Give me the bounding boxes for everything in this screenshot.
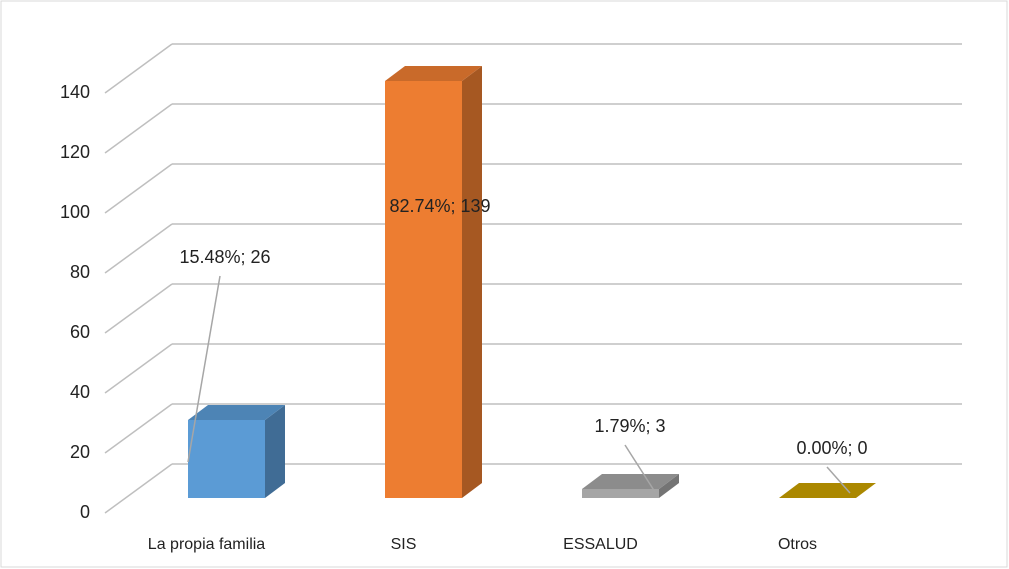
data-label: 82.74%; 139 bbox=[389, 196, 490, 216]
y-tick-label: 80 bbox=[70, 262, 90, 282]
grid-line bbox=[104, 283, 173, 334]
bar-top bbox=[582, 474, 679, 489]
y-tick-label: 20 bbox=[70, 442, 90, 462]
bar-top bbox=[188, 405, 285, 420]
y-tick-label: 120 bbox=[60, 142, 90, 162]
x-tick-label: La propia familia bbox=[148, 536, 266, 553]
grid-line bbox=[104, 163, 173, 214]
data-label: 0.00%; 0 bbox=[796, 438, 867, 458]
leader-line bbox=[187, 275, 221, 463]
grid-line bbox=[104, 403, 173, 454]
grid-line bbox=[104, 43, 173, 94]
bar bbox=[188, 420, 265, 498]
data-label: 1.79%; 3 bbox=[594, 416, 665, 436]
x-tick-label: Otros bbox=[778, 536, 817, 553]
y-tick-label: 0 bbox=[80, 502, 90, 522]
x-tick-label: ESSALUD bbox=[563, 536, 638, 553]
bar-side bbox=[462, 66, 482, 498]
grid-line bbox=[104, 343, 173, 394]
bar bbox=[385, 81, 462, 498]
x-tick-label: SIS bbox=[391, 536, 417, 553]
grid-line bbox=[104, 103, 173, 154]
y-tick-label: 60 bbox=[70, 322, 90, 342]
y-tick-label: 140 bbox=[60, 82, 90, 102]
data-label: 15.48%; 26 bbox=[179, 247, 270, 267]
bar-side bbox=[659, 474, 679, 498]
y-tick-label: 100 bbox=[60, 202, 90, 222]
leader-line bbox=[826, 466, 851, 494]
y-tick-label: 40 bbox=[70, 382, 90, 402]
bar-top bbox=[385, 66, 482, 81]
bar bbox=[582, 489, 659, 498]
leader-line bbox=[624, 444, 656, 493]
bar-top bbox=[779, 483, 876, 498]
grid-line bbox=[104, 223, 173, 274]
grid-line bbox=[104, 463, 173, 514]
bar-side bbox=[265, 405, 285, 498]
